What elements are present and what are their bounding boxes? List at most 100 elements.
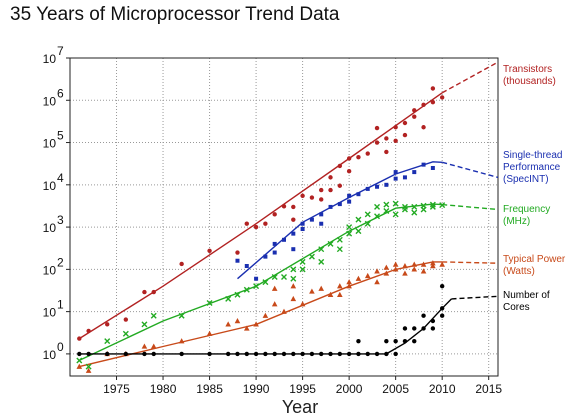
projection-line: [451, 295, 499, 300]
projection-line: [442, 261, 499, 264]
projection-line: [442, 161, 499, 179]
series-label-line: Single-thread: [503, 150, 562, 161]
y-tick-label: 10: [43, 52, 57, 66]
data-point: [308, 253, 315, 260]
data-point: [291, 217, 296, 222]
x-tick-label: 2000: [336, 382, 363, 396]
data-point: [104, 338, 111, 345]
data-point: [262, 312, 269, 318]
data-point: [319, 221, 324, 226]
y-tick-label: 10: [43, 221, 57, 235]
y-tick-label: 10: [43, 94, 57, 108]
data-point: [356, 155, 361, 160]
trend-line: [79, 261, 443, 368]
data-point: [253, 321, 259, 327]
x-tick-label: 1980: [150, 382, 177, 396]
data-point: [122, 330, 129, 337]
y-tick-label: 10: [43, 348, 57, 362]
data-point: [142, 351, 147, 357]
series-labels: Transistors(thousands) Single-threadPerfo…: [503, 64, 566, 313]
data-point: [365, 186, 370, 191]
data-point: [309, 288, 315, 294]
data-point: [290, 283, 297, 289]
data-point: [346, 351, 352, 357]
data-point: [105, 322, 110, 327]
y-tick-exponent: 5: [57, 129, 64, 143]
data-point: [412, 108, 417, 113]
data-point: [235, 351, 240, 357]
data-point: [318, 258, 325, 265]
series-label-line: Performance: [503, 162, 561, 173]
data-point: [178, 312, 185, 319]
data-point: [318, 246, 325, 253]
data-point: [253, 224, 259, 230]
data-point: [384, 149, 389, 155]
data-point: [142, 289, 147, 295]
data-point: [356, 192, 361, 197]
data-point: [254, 276, 259, 281]
data-point: [411, 203, 418, 210]
series-label-line: Cores: [503, 302, 530, 313]
y-tick-label: 10: [43, 263, 57, 277]
data-point: [243, 286, 250, 293]
data-point: [244, 351, 249, 357]
data-point: [300, 221, 305, 226]
data-point: [272, 241, 277, 246]
data-point: [346, 230, 353, 237]
data-point: [309, 217, 314, 222]
data-point: [402, 326, 408, 331]
data-point: [263, 351, 268, 357]
data-point: [337, 183, 343, 188]
data-point: [439, 283, 445, 289]
data-point: [76, 363, 83, 369]
data-point: [356, 351, 361, 357]
data-point: [253, 283, 260, 290]
data-point: [439, 202, 446, 209]
data-point: [364, 211, 371, 218]
data-point: [207, 248, 212, 253]
data-point: [429, 201, 436, 208]
data-point: [272, 212, 277, 217]
data-point: [299, 258, 306, 265]
data-point: [235, 258, 240, 263]
data-point: [123, 317, 129, 322]
x-axis-label: Year: [282, 397, 318, 417]
data-point: [383, 201, 390, 208]
projection-line: [442, 203, 499, 211]
data-point: [206, 330, 213, 336]
data-point: [337, 291, 343, 298]
data-point: [179, 261, 184, 267]
data-point: [392, 266, 399, 272]
data-point: [439, 95, 445, 100]
data-point: [328, 175, 333, 180]
data-point: [412, 338, 417, 344]
data-point: [327, 291, 334, 298]
data-point: [253, 351, 259, 357]
data-point: [318, 285, 325, 291]
data-point: [430, 263, 436, 269]
data-point: [412, 170, 417, 175]
data-point: [85, 363, 92, 370]
data-point: [421, 326, 426, 331]
x-tick-label: 1995: [289, 382, 316, 396]
data-point: [262, 279, 269, 286]
data-point: [392, 211, 399, 218]
data-point: [356, 338, 361, 344]
data-point: [346, 156, 352, 161]
y-tick-label: 10: [43, 137, 57, 151]
data-point: [300, 351, 305, 357]
data-point: [309, 351, 315, 357]
data-point: [151, 351, 156, 357]
data-point: [383, 208, 390, 215]
data-point: [272, 351, 277, 357]
data-point: [271, 273, 278, 280]
trend-lines: [78, 61, 499, 368]
data-point: [430, 260, 436, 266]
series-label-line: (SpecINT): [503, 174, 549, 185]
data-point: [319, 212, 324, 217]
data-point: [393, 351, 398, 357]
